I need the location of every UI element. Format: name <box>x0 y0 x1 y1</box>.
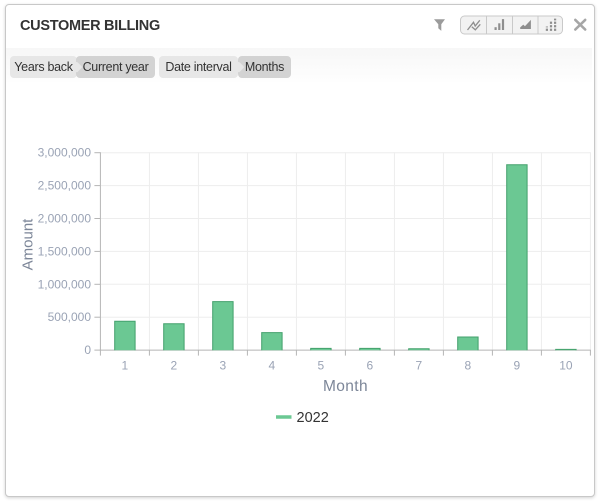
svg-text:4: 4 <box>269 359 276 373</box>
svg-text:9: 9 <box>514 359 521 373</box>
svg-text:2,500,000: 2,500,000 <box>38 179 92 193</box>
svg-text:Month: Month <box>323 378 368 395</box>
svg-text:1: 1 <box>122 359 129 373</box>
svg-text:10: 10 <box>559 359 573 373</box>
svg-text:2: 2 <box>171 359 178 373</box>
svg-text:6: 6 <box>367 359 374 373</box>
svg-text:3,000,000: 3,000,000 <box>38 146 92 160</box>
svg-text:Amount: Amount <box>20 218 37 271</box>
svg-text:2022: 2022 <box>297 410 329 426</box>
svg-text:2,000,000: 2,000,000 <box>38 212 92 226</box>
svg-text:7: 7 <box>416 359 423 373</box>
svg-text:1,000,000: 1,000,000 <box>38 277 92 291</box>
svg-text:3: 3 <box>220 359 227 373</box>
svg-text:8: 8 <box>465 359 472 373</box>
svg-text:0: 0 <box>84 343 91 357</box>
svg-text:500,000: 500,000 <box>48 310 92 324</box>
svg-text:1,500,000: 1,500,000 <box>38 244 92 258</box>
svg-text:5: 5 <box>318 359 325 373</box>
